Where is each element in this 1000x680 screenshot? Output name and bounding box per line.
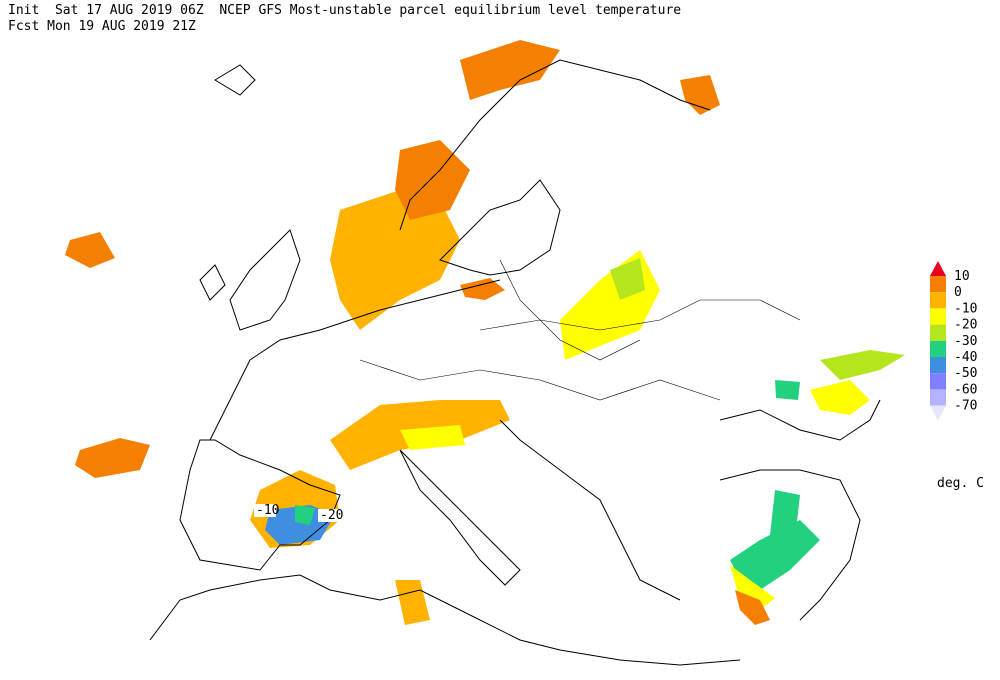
header-line1: Init Sat 17 AUG 2019 06Z NCEP GFS Most-u… [8,3,681,18]
legend: 100-10 -20-30-40-50-60 -70 [930,261,977,421]
contour-label-bg [318,509,340,522]
field-area [560,250,660,360]
legend-tick-label: -70 [954,399,977,414]
legend-unit: deg. C [937,476,984,491]
legend-swatch [930,357,946,374]
header-line2: Fcst Mon 19 AUG 2019 21Z [8,19,196,34]
legend-swatch [930,292,946,309]
field-area [65,232,115,268]
contour-labels: -10 -20 [254,503,343,523]
contour-label: -10 [256,503,279,518]
legend-swatch [930,261,946,276]
field-area [400,425,465,450]
field-area [460,40,560,100]
legend-tick-label: -30 [954,334,977,349]
legend-tick-label: 0 [954,285,962,300]
field-area [680,75,720,115]
legend-tick-label: -10 [954,301,977,316]
legend-tick-label: -60 [954,382,977,397]
coastlines [149,59,881,666]
legend-swatch [930,308,946,325]
field-area [820,350,905,380]
contour-label: -20 [320,508,343,523]
field-area [770,490,800,540]
legend-swatch [930,405,946,421]
legend-tick-label: -40 [954,350,977,365]
field-area [75,438,150,478]
field-area [730,520,820,590]
legend-tick-label: 10 [954,269,970,284]
field-area [330,190,460,330]
contour-label-bg [254,504,276,517]
legend-swatch [930,373,946,390]
field-area [460,278,505,300]
shaded-field [65,40,905,625]
field-area [265,505,335,545]
field-area [610,258,645,300]
field-area [775,380,800,400]
legend-swatch [930,389,946,406]
field-area [810,380,870,415]
field-area [735,590,770,625]
field-area [295,505,315,525]
legend-tick-label: -20 [954,318,977,333]
field-area [395,580,430,625]
legend-swatch [930,276,946,293]
legend-swatch [930,324,946,341]
legend-swatch [930,340,946,357]
field-area [395,140,470,220]
legend-tick-label: -50 [954,366,977,381]
